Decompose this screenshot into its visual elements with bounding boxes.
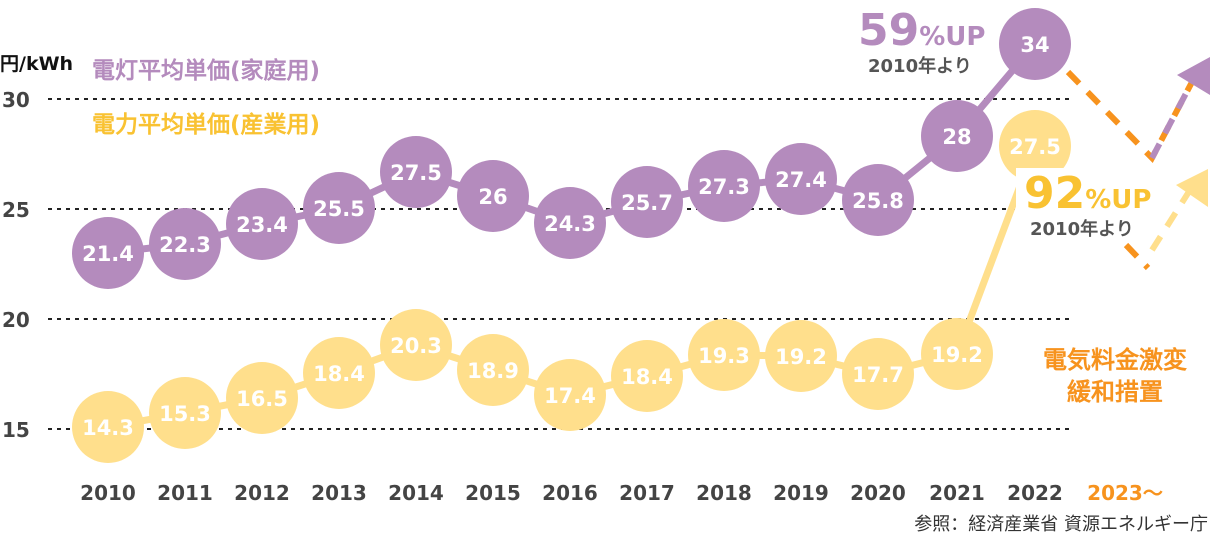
data-label: 23.4 — [236, 213, 288, 237]
home-since-label: 2010年より — [868, 55, 972, 77]
data-point — [534, 187, 606, 259]
arrow-head-home — [1177, 57, 1210, 95]
y-axis-unit: 円/kWh — [0, 53, 73, 75]
data-point — [226, 188, 298, 260]
data-label: 17.4 — [544, 384, 596, 408]
data-point — [72, 217, 144, 289]
legend-industry: 電力平均単価(産業用) — [92, 111, 320, 138]
data-label: 34 — [1020, 33, 1049, 57]
data-point — [921, 100, 993, 172]
dashed-arrow-home — [1149, 80, 1195, 160]
data-point — [149, 208, 221, 280]
y-tick-label: 20 — [2, 308, 30, 332]
data-point — [611, 340, 683, 412]
y-tick-label: 30 — [2, 88, 30, 112]
data-label: 27.4 — [775, 168, 827, 192]
data-point — [842, 338, 914, 410]
data-label: 19.3 — [698, 344, 750, 368]
data-label: 18.9 — [467, 359, 519, 383]
dashed-trend-industry — [1123, 242, 1151, 271]
data-label: 14.3 — [82, 416, 134, 440]
data-point — [457, 334, 529, 406]
x-tick-label: 2022 — [1007, 481, 1063, 505]
x-tick-label-2023: 2023～ — [1087, 481, 1163, 505]
x-tick-label: 2013 — [311, 481, 367, 505]
relief-label-line1: 電気料金激変 — [1043, 346, 1187, 374]
data-point — [303, 337, 375, 409]
data-point — [534, 359, 606, 431]
industry-annotation-box — [1016, 168, 1151, 242]
data-point — [921, 318, 993, 390]
x-tick-label: 2020 — [850, 481, 906, 505]
data-label: 16.5 — [236, 387, 288, 411]
data-point — [380, 136, 452, 208]
data-point — [303, 172, 375, 244]
x-tick-label: 2021 — [929, 481, 985, 505]
source-note: 参照：経済産業省 資源エネルギー庁 — [914, 514, 1208, 535]
data-label: 25.7 — [621, 191, 673, 215]
data-point — [688, 319, 760, 391]
data-label: 24.3 — [544, 212, 596, 236]
data-label: 28 — [942, 125, 971, 149]
data-point — [765, 143, 837, 215]
data-label: 18.4 — [621, 365, 673, 389]
dashed-trend-home — [1065, 69, 1195, 164]
data-point — [226, 362, 298, 434]
data-label: 18.4 — [313, 362, 365, 386]
data-point — [688, 150, 760, 222]
data-label: 19.2 — [931, 343, 983, 367]
data-point — [149, 377, 221, 449]
data-point — [999, 8, 1071, 80]
data-label: 27.3 — [698, 175, 750, 199]
x-tick-label: 2018 — [696, 481, 752, 505]
data-point — [999, 110, 1071, 182]
y-tick-label: 15 — [2, 418, 30, 442]
data-point — [765, 320, 837, 392]
data-point — [842, 164, 914, 236]
legend-home: 電灯平均単価(家庭用) — [92, 57, 320, 84]
data-label: 25.8 — [852, 189, 904, 213]
data-point — [380, 309, 452, 381]
data-point — [611, 166, 683, 238]
data-label: 17.7 — [852, 363, 904, 387]
data-label: 19.2 — [775, 345, 827, 369]
data-point — [457, 160, 529, 232]
dashed-arrow-industry — [1149, 188, 1193, 252]
industry-since-label: 2010年より — [1030, 218, 1134, 240]
data-label: 20.3 — [390, 334, 442, 358]
x-tick-label: 2017 — [619, 481, 675, 505]
y-tick-label: 25 — [2, 198, 30, 222]
data-point — [72, 391, 144, 463]
x-tick-label: 2011 — [157, 481, 213, 505]
x-tick-label: 2014 — [388, 481, 444, 505]
home-increase-label: 59%UP — [858, 5, 985, 56]
x-tick-label: 2016 — [542, 481, 598, 505]
data-label: 27.5 — [1009, 135, 1061, 159]
data-label: 21.4 — [82, 242, 134, 266]
x-tick-label: 2015 — [465, 481, 521, 505]
data-label: 27.5 — [390, 161, 442, 185]
data-label: 26 — [478, 185, 507, 209]
data-label: 25.5 — [313, 197, 365, 221]
data-label: 22.3 — [159, 233, 211, 257]
arrow-head-industry — [1176, 169, 1208, 207]
data-label: 15.3 — [159, 402, 211, 426]
x-tick-label: 2012 — [234, 481, 290, 505]
relief-label-line2: 緩和措置 — [1067, 378, 1163, 406]
x-tick-label: 2019 — [773, 481, 829, 505]
x-tick-label: 2010 — [80, 481, 136, 505]
